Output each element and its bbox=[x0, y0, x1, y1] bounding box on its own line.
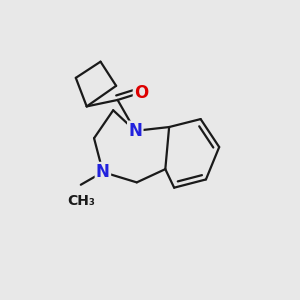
Text: N: N bbox=[96, 163, 110, 181]
Text: CH₃: CH₃ bbox=[67, 194, 95, 208]
Text: N: N bbox=[128, 122, 142, 140]
Text: O: O bbox=[134, 84, 148, 102]
